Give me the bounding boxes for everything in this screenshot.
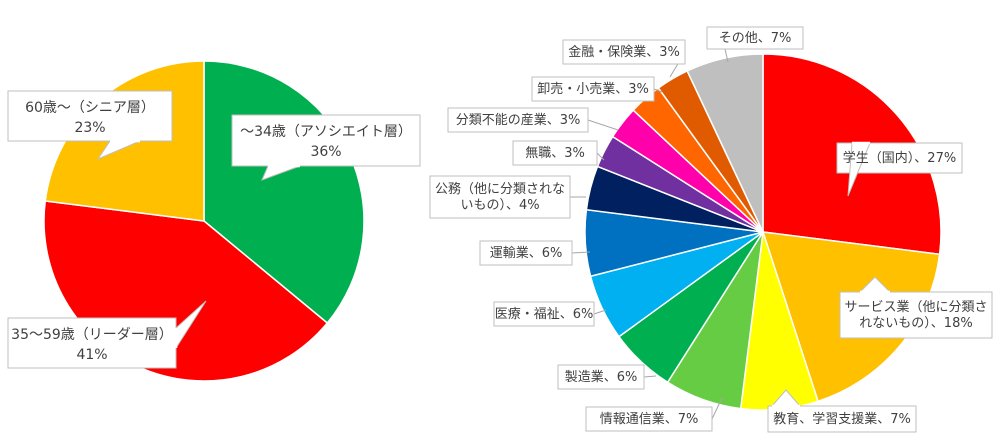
slice-label: ～34歳（アソシエイト層）	[240, 124, 412, 140]
callout-box	[839, 291, 993, 339]
callout-box	[767, 405, 917, 433]
slice-label: サービス業（他に分類されないもの）、18%	[844, 299, 987, 331]
age-group-callouts: ～34歳（アソシエイト層） 36% 35～59歳（リーダー層） 41% 60歳～（シニア…	[7, 90, 421, 369]
slice-label: 60歳～（シニア層）	[25, 100, 155, 116]
pie-slice	[686, 53, 764, 233]
slice-label: 情報通信業、7%	[600, 411, 699, 427]
slice-value: 23%	[74, 120, 105, 136]
callout-industry-10: 卸売・小売業、3%	[531, 76, 663, 102]
callout-industry-8: 無職、3%	[512, 140, 605, 166]
callout-box	[531, 76, 655, 102]
callout-industry-3: 情報通信業、7%	[585, 397, 723, 432]
pie-chart-industries	[584, 53, 942, 411]
slice-value: 36%	[310, 144, 341, 160]
leader-line	[571, 251, 591, 254]
leader-line	[643, 375, 657, 378]
leader-line	[653, 88, 663, 93]
callout-industry-1: サービス業（他に分類されないもの）、18%	[839, 276, 993, 339]
slice-label: 運輸業、6%	[490, 245, 563, 261]
callout-box	[231, 114, 421, 167]
slice-value: 41%	[76, 347, 107, 363]
slice-label: 卸売・小売業、3%	[537, 81, 649, 97]
callout-industry-9: 分類不能の産業、3%	[447, 107, 619, 133]
callout-industry-7: 公務（他に分類されないもの）、4%	[429, 175, 586, 219]
callout-box	[7, 317, 177, 369]
callout-industry-12: その他、7%	[706, 26, 804, 63]
slice-label: 35～59歳（リーダー層）	[11, 327, 173, 343]
callout-age-2: 60歳～（シニア層） 23%	[7, 90, 173, 161]
callout-age-0: ～34歳（アソシエイト層） 36%	[231, 114, 421, 181]
callout-box	[585, 406, 713, 432]
leader-line	[724, 48, 729, 63]
callout-box	[706, 26, 804, 50]
callout-box	[429, 175, 571, 219]
slice-label: 無職、3%	[525, 146, 585, 161]
leader-line	[587, 119, 619, 131]
callout-box	[447, 107, 589, 133]
slice-label: 学生（国内）、27%	[843, 150, 956, 166]
slice-label: 医療・福祉、6%	[495, 307, 594, 322]
callout-box	[512, 140, 598, 166]
industry-callouts: 学生（国内）、27% サービス業（他に分類されないもの）、18% 教育、学習支援業、…	[429, 26, 993, 433]
callout-industry-6: 運輸業、6%	[479, 240, 591, 266]
callout-industry-4: 製造業、6%	[557, 364, 657, 390]
callout-box	[7, 90, 173, 142]
slice-label: 金融・保険業、3%	[568, 44, 680, 60]
slice-label: その他、7%	[719, 31, 792, 46]
slice-label: 教育、学習支援業、7%	[773, 411, 911, 427]
callout-box	[479, 240, 573, 266]
leader-line	[596, 152, 605, 161]
slice-label: 公務（他に分類されないもの）、4%	[435, 182, 565, 213]
callout-box	[493, 301, 595, 327]
callout-box	[557, 364, 645, 390]
slice-label: 製造業、6%	[565, 369, 638, 385]
callout-industry-0: 学生（国内）、27%	[836, 141, 963, 197]
slice-label: 分類不能の産業、3%	[456, 112, 581, 128]
callout-box	[562, 39, 686, 65]
callout-industry-11: 金融・保険業、3%	[562, 39, 686, 78]
leader-line	[593, 309, 607, 315]
callout-industry-5: 医療・福祉、6%	[493, 301, 607, 327]
leader-line	[711, 397, 723, 420]
callout-industry-2: 教育、学習支援業、7%	[767, 389, 917, 433]
callout-age-1: 35～59歳（リーダー層） 41%	[7, 300, 207, 369]
